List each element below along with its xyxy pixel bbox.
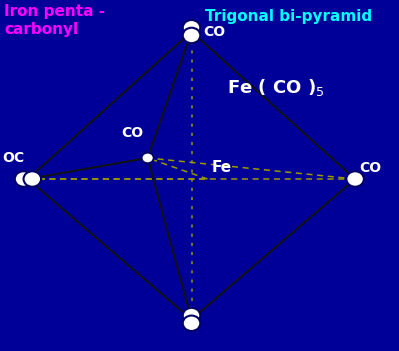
Text: Trigonal bi-pyramid: Trigonal bi-pyramid — [205, 9, 373, 24]
Text: OC: OC — [2, 151, 24, 165]
Circle shape — [24, 171, 41, 187]
Circle shape — [183, 20, 200, 35]
Circle shape — [183, 308, 200, 323]
Circle shape — [183, 28, 200, 43]
Circle shape — [346, 171, 364, 187]
Circle shape — [183, 316, 200, 331]
Text: Fe: Fe — [211, 160, 231, 176]
Text: CO: CO — [203, 25, 225, 39]
Text: Iron penta -
carbonyl: Iron penta - carbonyl — [4, 4, 105, 37]
Text: Fe ( CO )$_5$: Fe ( CO )$_5$ — [227, 77, 325, 98]
Text: CO: CO — [122, 126, 144, 140]
Text: CO: CO — [359, 161, 381, 176]
Circle shape — [142, 153, 154, 163]
Circle shape — [15, 171, 32, 187]
